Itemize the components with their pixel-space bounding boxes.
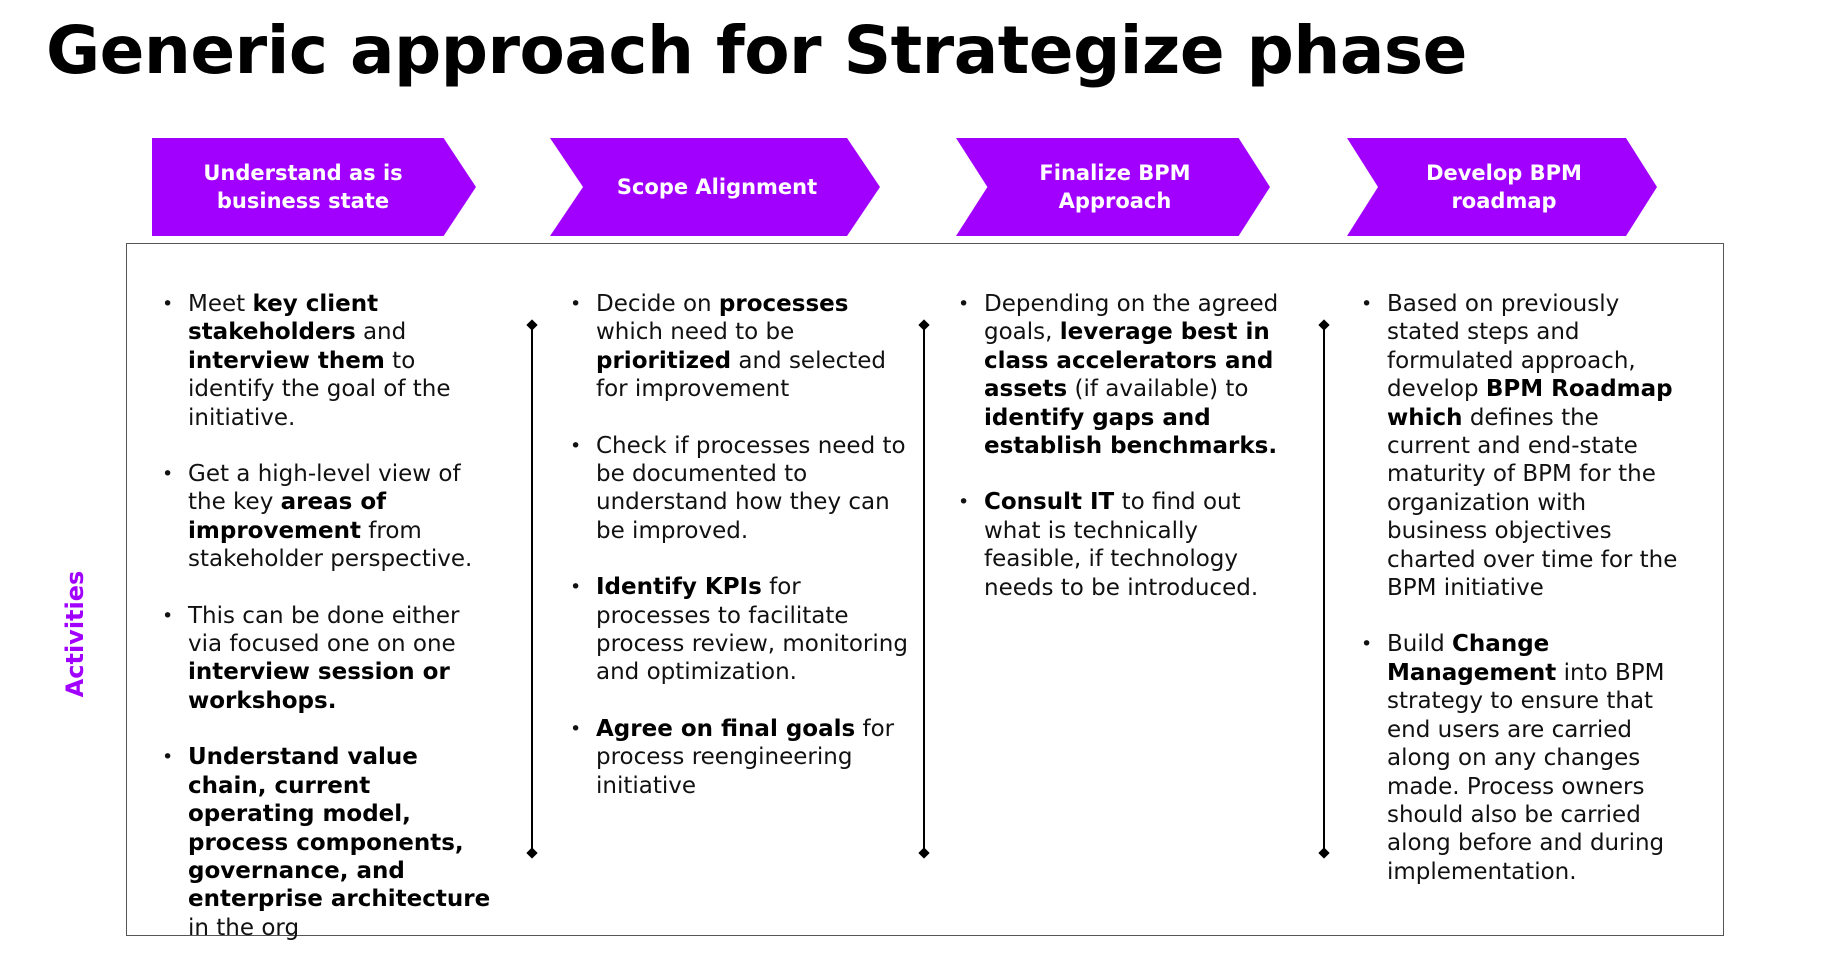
text: in the org — [188, 914, 300, 941]
bullet-list: Based on previously stated steps and for… — [1359, 290, 1689, 886]
bold-text: Change Management — [1387, 631, 1557, 686]
column-scope-alignment: Decide on processes which need to be pri… — [568, 290, 908, 828]
bullet-item: Build Change Management into BPM strateg… — [1359, 630, 1689, 886]
phase-scope-alignment: Scope Alignment — [550, 138, 880, 236]
page-title: Generic approach for Strategize phase — [46, 12, 1467, 89]
text: Build — [1387, 631, 1453, 658]
divider-diamond-icon — [918, 319, 930, 331]
text: Based on previously stated steps and for… — [1387, 291, 1636, 403]
text: Depending on the agreed goals, — [984, 291, 1279, 346]
text: for process reengineering initiative — [596, 715, 895, 799]
bullet-list: Depending on the agreed goals, leverage … — [956, 290, 1296, 602]
divider-line — [531, 325, 533, 853]
bullet-item: Identify KPIs for processes to facilitat… — [568, 573, 908, 687]
divider-line — [923, 325, 925, 853]
text: to identify the goal of the initiative. — [188, 347, 451, 431]
text: Get a high-level view of the key — [188, 461, 461, 516]
column-develop-bpm-roadmap: Based on previously stated steps and for… — [1359, 290, 1689, 914]
bullet-item: Get a high-level view of the key areas o… — [160, 460, 500, 574]
bold-text: identify gaps and establish benchmarks. — [984, 404, 1278, 460]
column-divider — [1317, 319, 1331, 859]
bullet-item: Decide on processes which need to be pri… — [568, 290, 908, 404]
bold-text: Consult IT — [984, 489, 1115, 516]
text: and selected for improvement — [596, 347, 887, 403]
bold-text: processes — [718, 291, 849, 317]
activities-label: Activities — [61, 570, 89, 698]
bullet-list: Decide on processes which need to be pri… — [568, 290, 908, 800]
bold-text: Agree on final goals — [596, 715, 856, 742]
text: from stakeholder perspective. — [188, 517, 473, 573]
bold-text: areas of improvement — [188, 489, 387, 544]
divider-line — [1323, 325, 1325, 853]
column-divider — [917, 319, 931, 859]
bullet-item: Meet key client stakeholders and intervi… — [160, 290, 500, 432]
text: into BPM strategy to ensure that end use… — [1387, 659, 1665, 885]
text: which need to be — [596, 319, 795, 346]
bullet-item: Depending on the agreed goals, leverage … — [956, 290, 1296, 460]
text: to find out what is technically feasible… — [984, 489, 1259, 601]
divider-diamond-icon — [1318, 319, 1330, 331]
bold-text: Understand value chain, current operatin… — [188, 744, 491, 913]
phase-develop-bpm-roadmap: Develop BPM roadmap — [1347, 138, 1657, 236]
bullet-item: Check if processes need to be documented… — [568, 432, 908, 546]
bullet-item: Consult IT to find out what is technical… — [956, 488, 1296, 602]
text: Decide on — [596, 291, 719, 317]
bullet-item: Based on previously stated steps and for… — [1359, 290, 1689, 602]
text: This can be done either via focused one … — [188, 602, 460, 658]
text: defines the current and end-state maturi… — [1387, 404, 1678, 602]
bold-text: interview session or workshops. — [188, 659, 450, 714]
column-understand-as-is: Meet key client stakeholders and intervi… — [160, 290, 500, 970]
bold-text: leverage best in class accelerators and … — [984, 319, 1274, 403]
phase-understand-as-is: Understand as is business state — [152, 138, 476, 236]
text: and — [355, 319, 407, 346]
bold-text: BPM Roadmap which — [1387, 376, 1673, 431]
text: (if available) to — [1067, 376, 1249, 403]
bullet-item: This can be done either via focused one … — [160, 602, 500, 716]
column-finalize-bpm-approach: Depending on the agreed goals, leverage … — [956, 290, 1296, 630]
text: Meet — [188, 291, 253, 317]
bold-text: key client stakeholders — [188, 291, 379, 346]
activities-frame — [126, 243, 1724, 936]
bold-text: interview them — [188, 347, 385, 374]
text: Check if processes need to be documented… — [596, 432, 906, 544]
bold-text: Identify KPIs — [596, 574, 762, 601]
divider-diamond-icon — [526, 319, 538, 331]
column-divider — [525, 319, 539, 859]
bullet-list: Meet key client stakeholders and intervi… — [160, 290, 500, 942]
text: for processes to facilitate process revi… — [596, 574, 908, 686]
bold-text: prioritized — [596, 347, 732, 374]
bullet-item: Agree on final goals for process reengin… — [568, 715, 908, 800]
phase-finalize-bpm-approach: Finalize BPM Approach — [956, 138, 1270, 236]
bullet-item: Understand value chain, current operatin… — [160, 743, 500, 942]
